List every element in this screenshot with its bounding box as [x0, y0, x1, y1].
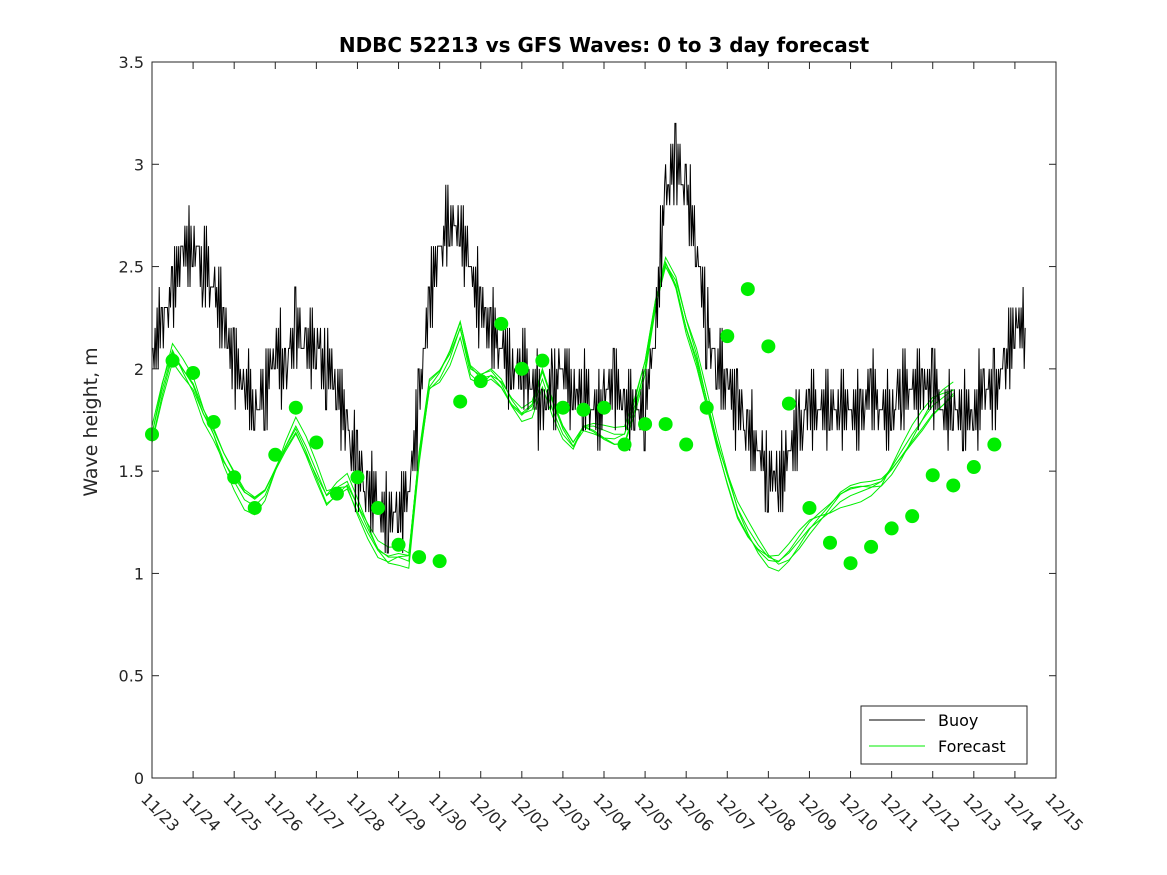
plot-area	[152, 62, 1056, 778]
chart-title: NDBC 52213 vs GFS Waves: 0 to 3 day fore…	[339, 33, 870, 57]
forecast-marker	[946, 478, 961, 493]
y-tick-label: 1	[134, 564, 144, 583]
forecast-marker	[740, 282, 755, 297]
forecast-series-line-2	[151, 262, 954, 572]
y-axis-label: Wave height, m	[80, 347, 102, 496]
forecast-marker	[699, 400, 714, 415]
forecast-marker	[720, 329, 735, 344]
y-tick-label: 1.5	[119, 462, 144, 481]
y-tick-label: 2.5	[119, 258, 144, 277]
forecast-marker	[638, 417, 653, 432]
legend-buoy-label: Buoy	[938, 711, 978, 730]
forecast-marker	[761, 339, 776, 354]
forecast-marker	[329, 486, 344, 501]
forecast-series-line-3	[151, 261, 954, 569]
forecast-marker	[371, 500, 385, 515]
forecast-marker	[412, 550, 427, 565]
forecast-marker	[494, 316, 509, 331]
forecast-marker	[597, 400, 611, 415]
y-tick-label: 3	[134, 155, 144, 174]
forecast-marker	[617, 437, 632, 452]
forecast-marker	[247, 500, 262, 515]
forecast-marker	[514, 361, 529, 376]
legend-box	[860, 705, 1028, 765]
forecast-marker	[309, 435, 324, 450]
forecast-marker	[350, 470, 365, 485]
forecast-marker	[165, 353, 180, 368]
forecast-marker	[288, 400, 303, 415]
forecast-marker	[864, 539, 879, 554]
y-tick-label: 0	[134, 769, 144, 788]
forecast-marker	[555, 400, 570, 415]
forecast-series-line-4	[151, 260, 954, 563]
forecast-marker	[227, 470, 242, 485]
y-tick-label: 2	[134, 360, 144, 379]
forecast-marker	[679, 437, 694, 452]
legend-forecast-label: Forecast	[938, 737, 1006, 756]
forecast-marker	[966, 460, 981, 475]
y-tick-label: 0.5	[119, 667, 144, 686]
forecast-marker	[391, 537, 406, 552]
forecast-marker	[453, 394, 468, 409]
series-layer	[145, 122, 1026, 572]
y-axis: 0 0.5 1 1.5 2 2.5 3 3.5	[119, 53, 1056, 788]
y-tick-label: 3.5	[119, 53, 144, 72]
forecast-marker	[268, 447, 283, 462]
forecast-marker	[473, 374, 488, 389]
forecast-marker	[905, 509, 920, 524]
legend: Buoy Forecast	[860, 705, 1028, 765]
forecast-marker	[658, 417, 673, 432]
forecast-marker	[535, 353, 550, 368]
forecast-marker	[884, 521, 899, 536]
forecast-marker	[186, 365, 201, 380]
forecast-marker	[576, 402, 591, 417]
forecast-marker	[823, 535, 837, 550]
buoy-series-line	[152, 122, 1026, 554]
forecast-marker	[802, 500, 817, 515]
forecast-marker	[843, 556, 858, 571]
forecast-marker	[432, 554, 447, 569]
forecast-marker	[925, 468, 940, 483]
forecast-marker	[987, 437, 1002, 452]
forecast-marker	[206, 415, 221, 430]
forecast-marker	[781, 396, 796, 411]
